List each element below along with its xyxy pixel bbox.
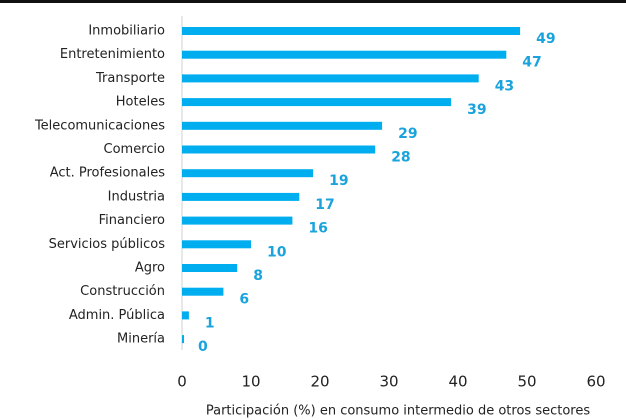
x-axis-label: Participación (%) en consumo intermedio …	[206, 404, 590, 419]
bar	[182, 121, 383, 130]
y-tick-label: Comercio	[104, 142, 166, 157]
bar	[182, 311, 189, 320]
bar	[182, 335, 184, 344]
value-label: 6	[239, 292, 249, 308]
x-tick-label: 30	[379, 373, 398, 391]
bar	[182, 74, 479, 83]
value-label: 17	[315, 197, 334, 213]
bar	[182, 145, 376, 154]
value-label: 49	[536, 31, 555, 47]
y-tick-label: Admin. Pública	[69, 308, 165, 323]
y-tick-label: Construcción	[80, 284, 165, 299]
bar	[182, 264, 238, 272]
value-label: 47	[522, 55, 541, 71]
y-tick-label: Transporte	[95, 71, 165, 86]
x-tick-label: 0	[177, 373, 187, 391]
x-tick-label: 20	[310, 373, 329, 391]
y-tick-label: Minería	[117, 332, 165, 347]
value-label: 39	[467, 102, 486, 118]
value-label: 19	[329, 173, 348, 189]
bar	[182, 192, 300, 201]
y-tick-label: Telecomunicaciones	[34, 118, 165, 133]
x-tick-label: 50	[517, 373, 536, 391]
y-tick-label: Financiero	[99, 213, 165, 228]
y-tick-label: Entretenimiento	[60, 47, 165, 62]
value-label: 8	[253, 268, 263, 284]
bar	[182, 216, 293, 225]
value-label: 16	[308, 221, 327, 237]
y-tick-label: Act. Profesionales	[50, 166, 166, 181]
value-label: 28	[391, 150, 410, 166]
y-tick-label: Inmobiliario	[88, 24, 165, 39]
bar	[182, 50, 507, 59]
value-label: 29	[398, 126, 417, 142]
bar	[182, 240, 251, 249]
bar	[182, 27, 521, 35]
x-tick-label: 10	[241, 373, 260, 391]
y-tick-label: Servicios públicos	[49, 237, 166, 252]
top-rule	[0, 0, 626, 3]
y-tick-label: Industria	[108, 189, 165, 204]
value-label: 0	[198, 339, 208, 355]
value-label: 1	[205, 315, 215, 331]
x-tick-label: 40	[448, 373, 467, 391]
value-label: 43	[495, 78, 514, 94]
y-tick-label: Agro	[135, 261, 165, 276]
value-label: 10	[267, 244, 287, 260]
y-tick-label: Hoteles	[116, 95, 165, 110]
bar	[182, 98, 452, 107]
x-tick-label: 60	[586, 373, 605, 391]
bar	[182, 287, 224, 296]
bar	[182, 169, 314, 178]
